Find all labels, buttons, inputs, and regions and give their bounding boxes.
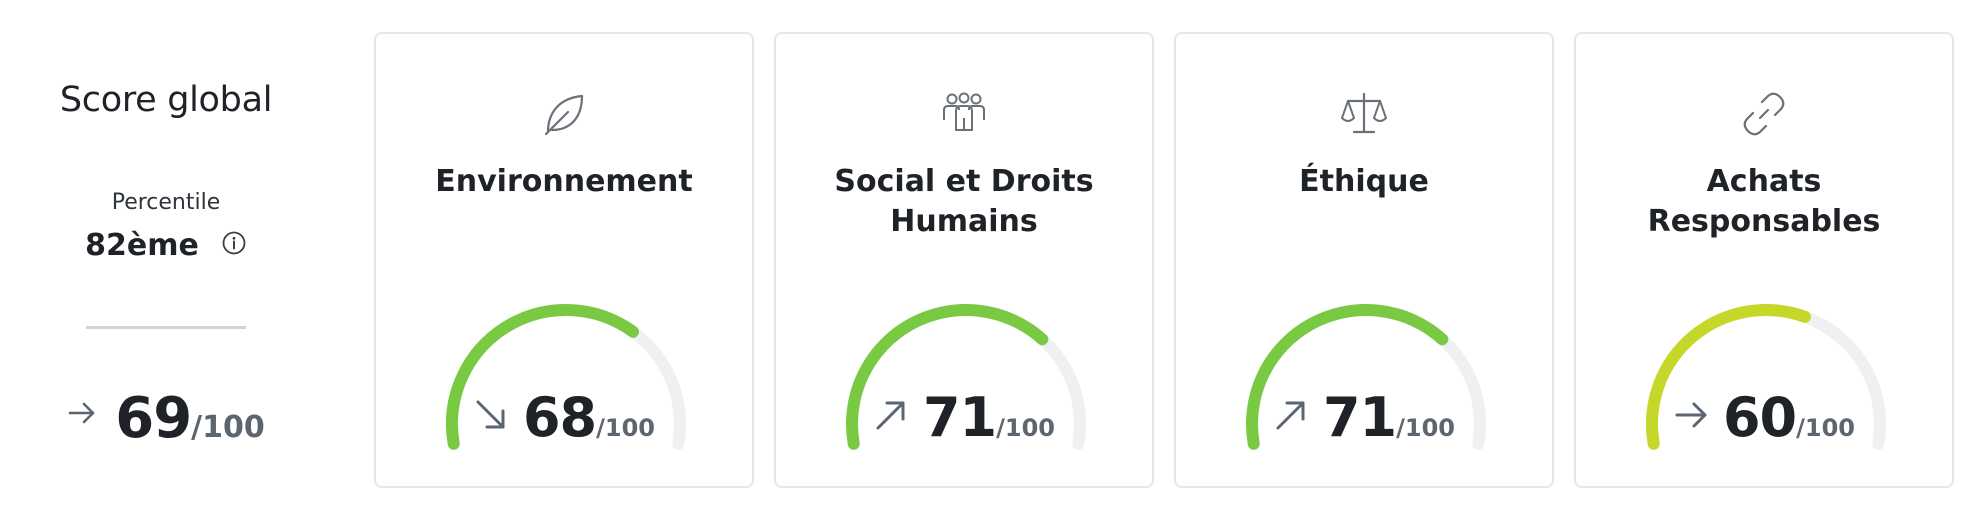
summary-title: Score global [59, 80, 273, 120]
percentile-label: Percentile [111, 190, 221, 215]
gauge-max: /100 [596, 414, 656, 442]
gauge-value: 60 /100 [1576, 386, 1952, 449]
arrow-right-icon [68, 402, 95, 423]
leaf-icon [544, 94, 584, 136]
card-social-droits-humains[interactable]: Social et Droits Humains 71 /100 [774, 32, 1154, 488]
score-gauge [1646, 304, 1886, 450]
percentile-value: 82ème [85, 228, 199, 263]
gauge-value: 71 /100 [1176, 386, 1552, 449]
card-title: Environnement [435, 164, 693, 199]
gauge-score: 68 [522, 386, 597, 449]
gauge-fill [1246, 304, 1449, 450]
info-icon[interactable] [221, 230, 247, 256]
score-gauge [846, 304, 1086, 450]
summary-divider [86, 326, 246, 329]
arrow-down-right-icon [476, 400, 505, 428]
global-score: 69 /100 [30, 386, 302, 451]
gauge-fill [446, 304, 640, 450]
gauge-max: /100 [996, 414, 1056, 442]
scales-icon [1341, 92, 1387, 134]
gauge-score: 71 [922, 386, 997, 449]
score-gauge [446, 304, 686, 450]
arrow-right-icon [1675, 402, 1707, 427]
arrow-up-right-icon [1276, 401, 1305, 429]
card-environnement[interactable]: Environnement 68 /100 [374, 32, 754, 488]
gauge-fill [846, 304, 1049, 450]
gauge-fill [1646, 304, 1811, 450]
gauge-score: 60 [1722, 386, 1797, 449]
score-gauge [1246, 304, 1486, 450]
global-score-summary: Score global Percentile 82ème 69 /100 [30, 0, 302, 522]
arrow-up-right-icon [876, 401, 905, 429]
gauge-value: 71 /100 [776, 386, 1152, 449]
card-ethique[interactable]: Éthique 71 /100 [1174, 32, 1554, 488]
percentile-row: 82ème [30, 228, 302, 263]
global-score-max: /100 [191, 410, 265, 445]
card-title: Éthique [1299, 164, 1429, 199]
link-icon [1743, 92, 1785, 136]
people-icon [943, 92, 985, 131]
gauge-score: 71 [1322, 386, 1397, 449]
global-score-value: 69 [115, 386, 192, 451]
card-title: Social et Droits Humains [834, 164, 1094, 239]
card-achats-responsables[interactable]: Achats Responsables 60 /100 [1574, 32, 1954, 488]
gauge-max: /100 [1796, 414, 1856, 442]
card-title: Achats Responsables [1647, 164, 1881, 239]
gauge-value: 68 /100 [376, 386, 752, 449]
gauge-max: /100 [1396, 414, 1456, 442]
